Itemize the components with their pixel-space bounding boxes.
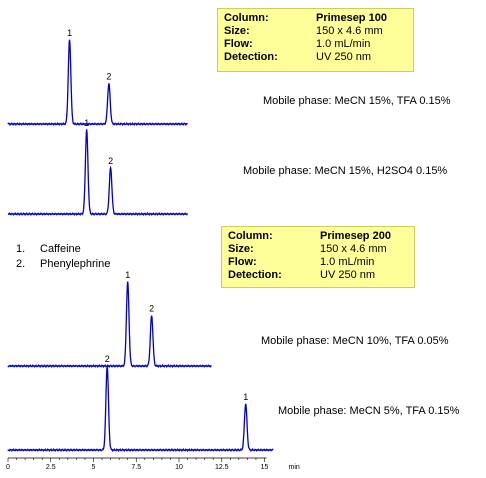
x-axis-unit: min [289, 464, 300, 471]
flow-label: Flow: [224, 38, 253, 50]
peak-label: 1 [67, 28, 72, 38]
mobile-phase-label-4: Mobile phase: MeCN 5%, TFA 0.15% [278, 405, 460, 417]
chromatogram-trace [7, 129, 188, 217]
x-tick-label: 12.5 [215, 464, 229, 471]
mobile-phase-label-3: Mobile phase: MeCN 10%, TFA 0.05% [261, 335, 449, 347]
column-value: Primesep 100 [316, 12, 387, 24]
peak-label: 2 [108, 156, 113, 166]
column-label: Column: [224, 12, 269, 24]
x-tick-label: 0 [6, 464, 10, 471]
legend-number: 2. [16, 258, 26, 270]
mobile-phase-label-1: Mobile phase: MeCN 15%, TFA 0.15% [263, 95, 451, 107]
x-tick-label: 5 [92, 464, 96, 471]
peak-label: 2 [105, 354, 110, 364]
size-label: Size: [224, 25, 250, 37]
conditions-box-primesep-200: Column: Primesep 200 Size: 150 x 4.6 mm Fl… [221, 226, 415, 288]
legend-item: 2. Phenylephrine [16, 258, 110, 273]
chromatogram-trace [7, 281, 213, 369]
legend-item: 1. Caffeine [16, 243, 110, 258]
size-value: 150 x 4.6 mm [316, 25, 383, 37]
column-value: Primesep 200 [320, 230, 391, 242]
conditions-box-primesep-100: Column: Primesep 100 Size: 150 x 4.6 mm Fl… [217, 8, 414, 72]
x-tick-label: 7.5 [131, 464, 141, 471]
flow-value: 1.0 mL/min [320, 256, 375, 268]
detection-label: Detection: [224, 51, 278, 63]
x-tick-label: 2.5 [46, 464, 56, 471]
peak-label: 1 [125, 270, 130, 280]
flow-label: Flow: [228, 256, 257, 268]
compound-legend: 1. Caffeine 2. Phenylephrine [16, 243, 110, 273]
size-label: Size: [228, 243, 254, 255]
x-tick-label: 10 [175, 464, 183, 471]
peak-label: 2 [106, 72, 111, 82]
detection-value: UV 250 nm [320, 269, 376, 281]
x-tick-label: 15 [261, 464, 269, 471]
detection-value: UV 250 nm [316, 51, 372, 63]
peak-label: 1 [243, 392, 248, 402]
legend-name: Phenylephrine [40, 258, 111, 270]
peak-label: 1 [84, 118, 89, 128]
chromatogram-trace [7, 366, 274, 453]
flow-value: 1.0 mL/min [316, 38, 371, 50]
legend-name: Caffeine [40, 243, 81, 255]
column-label: Column: [228, 230, 273, 242]
legend-number: 1. [16, 243, 26, 255]
peak-label: 2 [149, 304, 154, 314]
size-value: 150 x 4.6 mm [320, 243, 387, 255]
detection-label: Detection: [228, 269, 282, 281]
mobile-phase-label-2: Mobile phase: MeCN 15%, H2SO4 0.15% [243, 165, 448, 177]
chromatogram-trace [7, 39, 189, 127]
